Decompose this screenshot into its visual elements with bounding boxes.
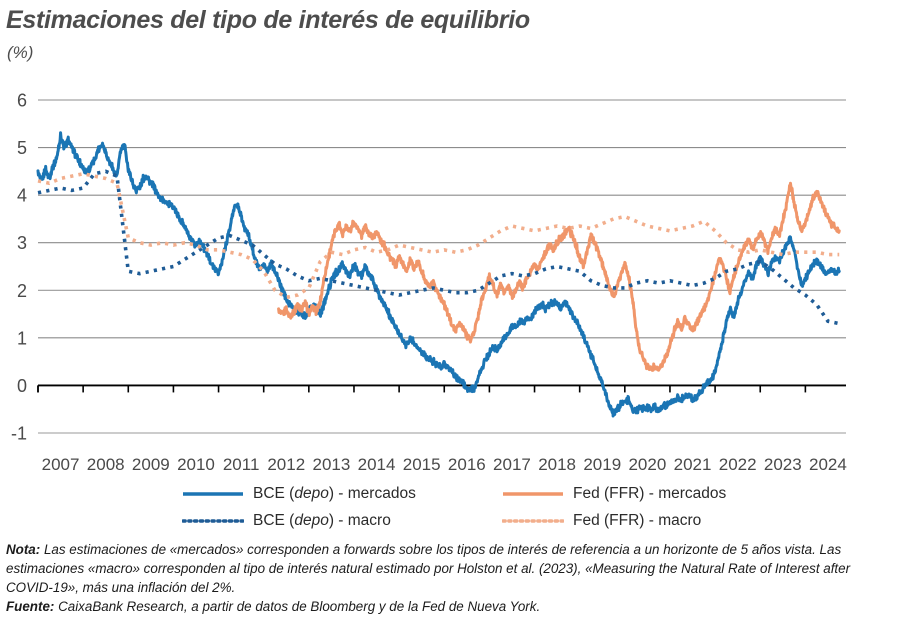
footnote-source-lead: Fuente: <box>6 599 55 615</box>
legend-bce-mercados[interactable]: BCE (depo) - mercados <box>182 485 502 503</box>
legend-label: Fed (FFR) - mercados <box>573 484 727 502</box>
footnote-note-lead: Nota: <box>6 542 41 557</box>
x-axis-tick-label: 2013 <box>312 455 350 474</box>
y-axis-tick-label: 2 <box>17 281 27 301</box>
x-axis-tick-label: 2014 <box>358 455 396 474</box>
x-axis-tick-label: 2015 <box>403 455 441 474</box>
footnote-source-text: CaixaBank Research, a partir de datos de… <box>54 599 541 615</box>
y-axis-tick-label: -1 <box>11 424 27 444</box>
legend-label: BCE (depo) - mercados <box>253 484 416 502</box>
x-axis-tick-label: 2022 <box>719 455 757 474</box>
series-fed_macro <box>37 171 840 300</box>
series-line <box>37 169 840 326</box>
chart-units-label: (%) <box>7 43 34 62</box>
legend-label: Fed (FFR) - macro <box>573 511 702 529</box>
footnote-divider <box>0 533 900 534</box>
series-line <box>37 171 840 300</box>
x-axis-tick-label: 2012 <box>267 455 305 474</box>
chart-plot-area: -1 0 1 2 3 4 5 6 2007 2008 2009 2010 2011 2012 2013 201… <box>0 78 900 478</box>
footnote-note: Nota: Las estimaciones de «mercados» cor… <box>6 540 894 597</box>
y-axis-tick-label: 4 <box>17 186 27 206</box>
legend-dotted-line-icon <box>182 514 244 528</box>
footnotes: Nota: Las estimaciones de «mercados» cor… <box>6 540 894 616</box>
legend-solid-line-icon <box>182 487 244 501</box>
series-fed_mercados <box>277 181 841 372</box>
footnote-source: Fuente: CaixaBank Research, a partir de … <box>6 597 894 616</box>
x-axis-tick-label: 2010 <box>177 455 215 474</box>
series-line <box>277 181 841 372</box>
legend-bce-macro[interactable]: BCE (depo) - macro <box>182 512 502 530</box>
series-line <box>36 131 841 418</box>
x-axis-tick-label: 2024 <box>809 455 847 474</box>
legend-fed-mercados[interactable]: Fed (FFR) - mercados <box>502 485 900 503</box>
y-axis-tick-label: 5 <box>17 138 27 158</box>
x-axis-tick-label: 2009 <box>132 455 170 474</box>
line-chart: -1 0 1 2 3 4 5 6 2007 2008 2009 2010 2011 2012 2013 201… <box>11 91 847 475</box>
x-axis-tick-label: 2018 <box>538 455 576 474</box>
chart-legend: BCE (depo) - mercados Fed (FFR) - mercado… <box>0 480 900 538</box>
y-axis-tick-label: 6 <box>17 91 27 111</box>
x-axis-tick-label: 2008 <box>87 455 125 474</box>
footnote-note-text: Las estimaciones de «mercados» correspon… <box>6 542 851 596</box>
x-axis-tick-label: 2011 <box>223 455 260 474</box>
y-axis-tick-label: 3 <box>17 233 27 253</box>
series-bce_mercados <box>36 131 841 418</box>
x-axis-tick-label: 2007 <box>42 455 80 474</box>
legend-solid-line-icon <box>502 487 564 501</box>
x-axis-tick-label: 2019 <box>583 455 621 474</box>
x-axis-tick-label: 2016 <box>448 455 486 474</box>
y-axis-tick-label: 1 <box>17 328 27 348</box>
x-axis-tick-label: 2017 <box>493 455 531 474</box>
legend-label: BCE (depo) - macro <box>253 511 391 529</box>
page-title: Estimaciones del tipo de interés de equi… <box>6 6 530 34</box>
legend-fed-macro[interactable]: Fed (FFR) - macro <box>502 512 900 530</box>
x-axis-tick-label: 2021 <box>674 455 712 474</box>
x-axis-tick-label: 2023 <box>764 455 802 474</box>
y-axis-tick-label: 0 <box>17 376 27 396</box>
x-axis-tick-label: 2020 <box>628 455 666 474</box>
legend-dotted-line-icon <box>502 514 564 528</box>
series-bce_macro <box>37 169 840 326</box>
